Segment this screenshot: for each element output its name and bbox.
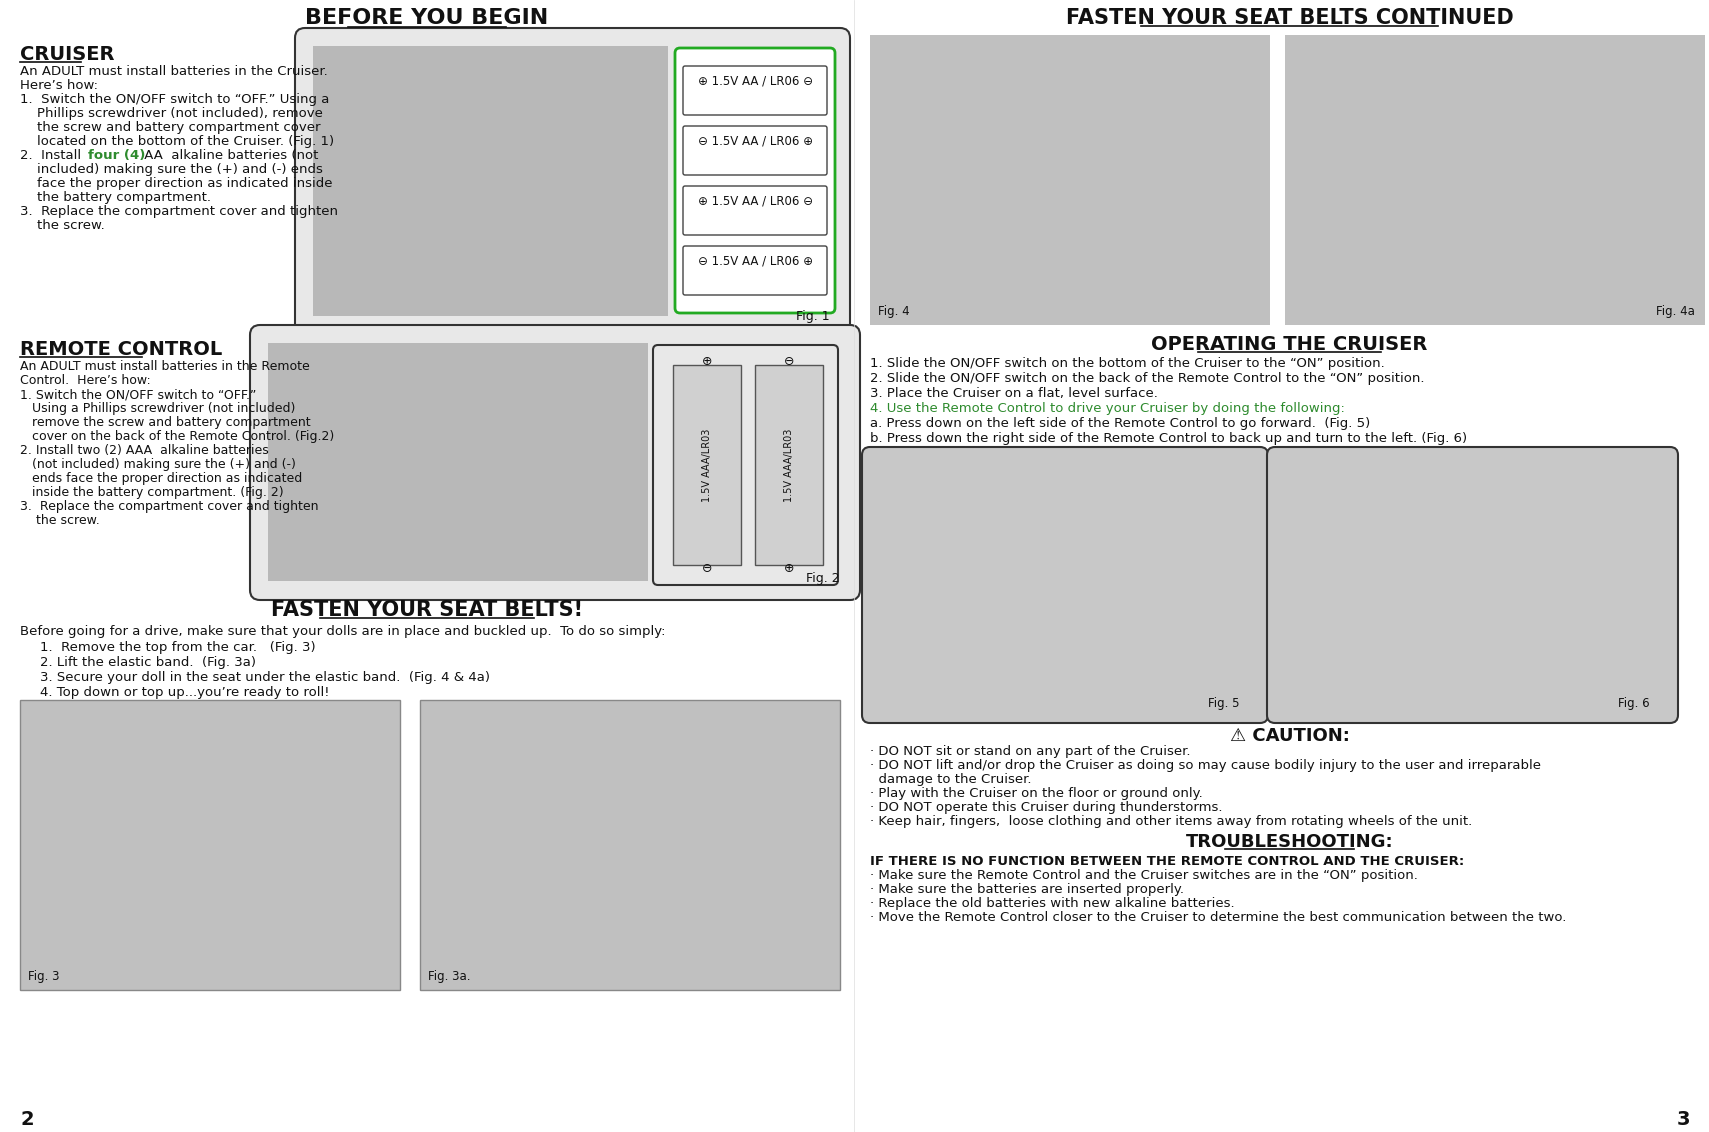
Bar — [1285, 35, 1706, 325]
Text: cover on the back of the Remote Control. (Fig.2): cover on the back of the Remote Control.… — [21, 430, 335, 443]
Text: inside the battery compartment. (Fig. 2): inside the battery compartment. (Fig. 2) — [21, 486, 284, 499]
Bar — [21, 700, 400, 990]
FancyBboxPatch shape — [684, 126, 827, 175]
Text: 1. Slide the ON/OFF switch on the bottom of the Cruiser to the “ON” position.: 1. Slide the ON/OFF switch on the bottom… — [870, 357, 1384, 370]
Text: Phillips screwdriver (not included), remove: Phillips screwdriver (not included), rem… — [21, 108, 323, 120]
Bar — [673, 365, 742, 565]
Text: Fig. 6: Fig. 6 — [1618, 697, 1649, 710]
Text: 2. Install two (2) AAA  alkaline batteries: 2. Install two (2) AAA alkaline batterie… — [21, 444, 268, 457]
Text: · Move the Remote Control closer to the Cruiser to determine the best communicat: · Move the Remote Control closer to the … — [870, 911, 1567, 924]
Text: 3.  Replace the compartment cover and tighten: 3. Replace the compartment cover and tig… — [21, 500, 318, 513]
FancyBboxPatch shape — [684, 246, 827, 295]
Text: · Play with the Cruiser on the floor or ground only.: · Play with the Cruiser on the floor or … — [870, 787, 1203, 800]
Text: 1. Switch the ON/OFF switch to “OFF.”: 1. Switch the ON/OFF switch to “OFF.” — [21, 388, 256, 401]
Text: IF THERE IS NO FUNCTION BETWEEN THE REMOTE CONTROL AND THE CRUISER:: IF THERE IS NO FUNCTION BETWEEN THE REMO… — [870, 855, 1465, 868]
Text: · Keep hair, fingers,  loose clothing and other items away from rotating wheels : · Keep hair, fingers, loose clothing and… — [870, 815, 1471, 827]
Text: Fig. 5: Fig. 5 — [1208, 697, 1241, 710]
Text: ⊖: ⊖ — [702, 561, 713, 575]
Text: 3: 3 — [1677, 1110, 1690, 1129]
Text: the screw.: the screw. — [21, 218, 104, 232]
Text: Fig. 4a: Fig. 4a — [1656, 305, 1695, 318]
Text: 1.5V AAA/LR03: 1.5V AAA/LR03 — [784, 428, 795, 501]
Text: Before going for a drive, make sure that your dolls are in place and buckled up.: Before going for a drive, make sure that… — [21, 625, 665, 638]
FancyBboxPatch shape — [861, 447, 1268, 723]
Text: Here’s how:: Here’s how: — [21, 79, 97, 92]
FancyBboxPatch shape — [250, 325, 860, 600]
Text: 4. Top down or top up...you’re ready to roll!: 4. Top down or top up...you’re ready to … — [39, 686, 330, 698]
Text: 2. Slide the ON/OFF switch on the back of the Remote Control to the “ON” positio: 2. Slide the ON/OFF switch on the back o… — [870, 372, 1425, 385]
Text: 1.  Remove the top from the car.   (Fig. 3): 1. Remove the top from the car. (Fig. 3) — [39, 641, 316, 654]
Text: · DO NOT operate this Cruiser during thunderstorms.: · DO NOT operate this Cruiser during thu… — [870, 801, 1222, 814]
Text: BEFORE YOU BEGIN: BEFORE YOU BEGIN — [306, 8, 549, 28]
Text: 3.  Replace the compartment cover and tighten: 3. Replace the compartment cover and tig… — [21, 205, 338, 218]
Text: FASTEN YOUR SEAT BELTS!: FASTEN YOUR SEAT BELTS! — [272, 600, 583, 620]
Text: ⊖ 1.5V AA / LR06 ⊕: ⊖ 1.5V AA / LR06 ⊕ — [697, 255, 812, 268]
Text: ⊕ 1.5V AA / LR06 ⊖: ⊕ 1.5V AA / LR06 ⊖ — [697, 195, 812, 208]
Text: 3. Secure your doll in the seat under the elastic band.  (Fig. 4 & 4a): 3. Secure your doll in the seat under th… — [39, 671, 499, 684]
Text: TROUBLESHOOTING:: TROUBLESHOOTING: — [1186, 833, 1393, 851]
Text: remove the screw and battery compartment: remove the screw and battery compartment — [21, 415, 311, 429]
Text: ⚠ CAUTION:: ⚠ CAUTION: — [1229, 727, 1350, 745]
Text: Fig. 4: Fig. 4 — [878, 305, 909, 318]
Text: · Make sure the Remote Control and the Cruiser switches are in the “ON” position: · Make sure the Remote Control and the C… — [870, 869, 1418, 882]
Text: 2: 2 — [21, 1110, 34, 1129]
Text: the battery compartment.: the battery compartment. — [21, 191, 210, 204]
Text: 4. Use the Remote Control to drive your Cruiser by doing the following:: 4. Use the Remote Control to drive your … — [870, 402, 1345, 415]
Text: 1.  Switch the ON/OFF switch to “OFF.” Using a: 1. Switch the ON/OFF switch to “OFF.” Us… — [21, 93, 330, 106]
Text: Fig. 3a.: Fig. 3a. — [427, 970, 470, 983]
Text: included) making sure the (+) and (-) ends: included) making sure the (+) and (-) en… — [21, 163, 323, 175]
Text: b. Press down the right side of the Remote Control to back up and turn to the le: b. Press down the right side of the Remo… — [870, 432, 1466, 445]
Bar — [870, 35, 1270, 325]
Text: ⊖: ⊖ — [784, 355, 795, 368]
Text: ends face the proper direction as indicated: ends face the proper direction as indica… — [21, 472, 302, 484]
Text: 3. Place the Cruiser on a flat, level surface.: 3. Place the Cruiser on a flat, level su… — [870, 387, 1159, 400]
Text: Fig. 1: Fig. 1 — [796, 310, 831, 323]
Bar — [268, 343, 648, 581]
Text: Using a Phillips screwdriver (not included): Using a Phillips screwdriver (not includ… — [21, 402, 296, 415]
Text: (not included) making sure the (+) and (-): (not included) making sure the (+) and (… — [21, 458, 296, 471]
FancyBboxPatch shape — [1266, 447, 1678, 723]
Text: FASTEN YOUR SEAT BELTS CONTINUED: FASTEN YOUR SEAT BELTS CONTINUED — [1066, 8, 1514, 28]
FancyBboxPatch shape — [684, 186, 827, 235]
FancyBboxPatch shape — [675, 48, 836, 314]
Bar — [755, 365, 824, 565]
Bar — [313, 46, 668, 316]
FancyBboxPatch shape — [653, 345, 837, 585]
Text: ⊕: ⊕ — [784, 561, 795, 575]
Text: · DO NOT lift and/or drop the Cruiser as doing so may cause bodily injury to the: · DO NOT lift and/or drop the Cruiser as… — [870, 758, 1542, 772]
Text: located on the bottom of the Cruiser. (Fig. 1): located on the bottom of the Cruiser. (F… — [21, 135, 335, 148]
Text: a. Press down on the left side of the Remote Control to go forward.  (Fig. 5): a. Press down on the left side of the Re… — [870, 417, 1371, 430]
Text: AA  alkaline batteries (not: AA alkaline batteries (not — [140, 149, 318, 162]
Text: damage to the Cruiser.: damage to the Cruiser. — [870, 773, 1032, 786]
Text: 1.5V AAA/LR03: 1.5V AAA/LR03 — [702, 428, 713, 501]
Text: · Replace the old batteries with new alkaline batteries.: · Replace the old batteries with new alk… — [870, 897, 1234, 910]
Text: ⊕ 1.5V AA / LR06 ⊖: ⊕ 1.5V AA / LR06 ⊖ — [697, 75, 812, 88]
Text: ⊕: ⊕ — [702, 355, 713, 368]
Text: Control.  Here’s how:: Control. Here’s how: — [21, 374, 150, 387]
FancyBboxPatch shape — [684, 66, 827, 115]
Text: An ADULT must install batteries in the Cruiser.: An ADULT must install batteries in the C… — [21, 65, 328, 78]
Text: REMOTE CONTROL: REMOTE CONTROL — [21, 340, 222, 359]
Text: four (4): four (4) — [87, 149, 145, 162]
Text: Fig. 3: Fig. 3 — [27, 970, 60, 983]
Text: Fig. 2: Fig. 2 — [807, 572, 841, 585]
Text: OPERATING THE CRUISER: OPERATING THE CRUISER — [1152, 335, 1427, 354]
Text: CRUISER: CRUISER — [21, 45, 115, 65]
Text: An ADULT must install batteries in the Remote: An ADULT must install batteries in the R… — [21, 360, 309, 374]
Text: the screw and battery compartment cover: the screw and battery compartment cover — [21, 121, 321, 134]
Text: 2.  Install: 2. Install — [21, 149, 85, 162]
FancyBboxPatch shape — [296, 28, 849, 338]
Text: · DO NOT sit or stand on any part of the Cruiser.: · DO NOT sit or stand on any part of the… — [870, 745, 1191, 758]
Text: face the proper direction as indicated inside: face the proper direction as indicated i… — [21, 177, 333, 190]
Text: 2. Lift the elastic band.  (Fig. 3a): 2. Lift the elastic band. (Fig. 3a) — [39, 657, 256, 669]
Bar — [420, 700, 841, 990]
Text: ⊖ 1.5V AA / LR06 ⊕: ⊖ 1.5V AA / LR06 ⊕ — [697, 135, 812, 148]
Text: · Make sure the batteries are inserted properly.: · Make sure the batteries are inserted p… — [870, 883, 1184, 897]
Text: the screw.: the screw. — [21, 514, 99, 528]
